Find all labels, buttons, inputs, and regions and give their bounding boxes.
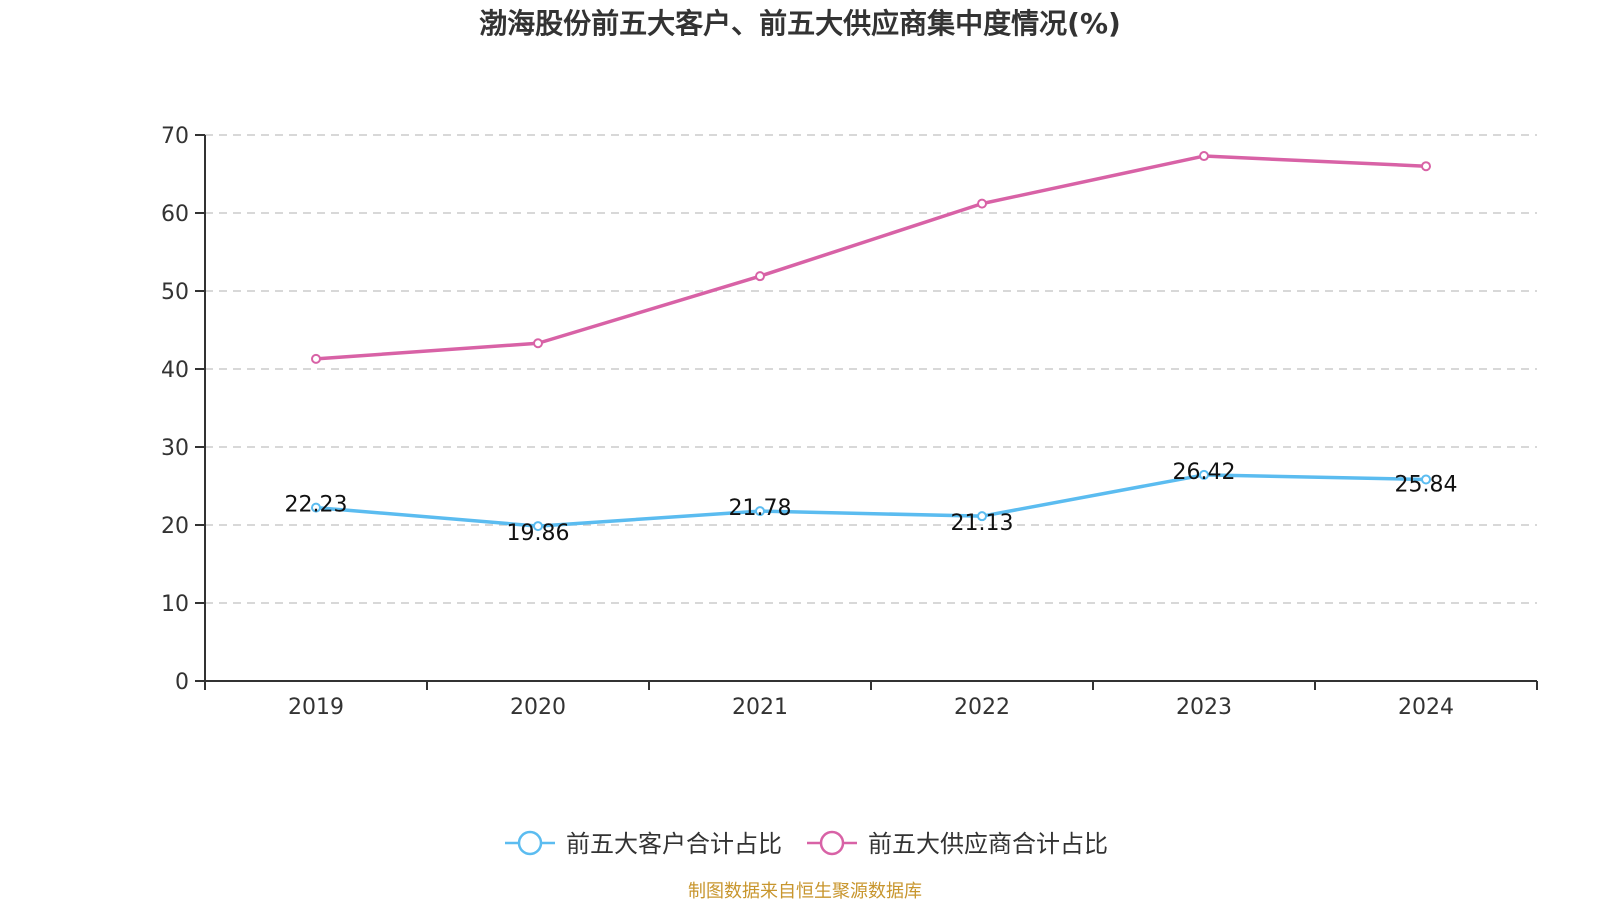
data-point	[977, 511, 987, 522]
y-tick-label: 50	[161, 280, 189, 305]
x-tick-label: 2019	[288, 695, 344, 720]
chart-title: 渤海股份前五大客户、前五大供应商集中度情况(%)	[479, 7, 1121, 40]
data-point	[1199, 151, 1209, 162]
legend-label-suppliers: 前五大供应商合计占比	[868, 830, 1108, 858]
x-tick-label: 2021	[732, 695, 788, 720]
y-tick-label: 60	[161, 202, 189, 227]
data-point	[533, 521, 543, 532]
y-tick-label: 10	[161, 592, 189, 617]
data-point	[755, 271, 765, 282]
y-tick-label: 40	[161, 358, 189, 383]
series-group: 22.23 19.86 21.78 21.13 26.42 25.84	[285, 151, 1458, 546]
data-point	[977, 198, 987, 209]
y-tick-label: 20	[161, 514, 189, 539]
data-label: 19.86	[507, 521, 570, 546]
data-point	[1421, 161, 1431, 172]
data-label: 25.84	[1395, 472, 1458, 497]
y-tick-label: 0	[175, 670, 189, 695]
legend-item-suppliers[interactable]: 前五大供应商合计占比	[807, 830, 1108, 858]
y-tick-label: 30	[161, 436, 189, 461]
data-label: 22.23	[285, 493, 348, 518]
x-tick-label: 2022	[954, 695, 1010, 720]
data-point	[1199, 469, 1209, 480]
series-line-customers	[315, 473, 1427, 528]
x-axis: 2019 2020 2021 2022 2023 2024	[204, 680, 1538, 720]
data-point	[311, 353, 321, 364]
data-label: 26.42	[1173, 460, 1236, 485]
legend[interactable]: 前五大客户合计占比 前五大供应商合计占比	[505, 830, 1108, 858]
series-line-suppliers	[315, 154, 1427, 361]
data-point	[311, 502, 321, 513]
x-tick-label: 2024	[1398, 695, 1454, 720]
data-point	[755, 506, 765, 517]
legend-item-customers[interactable]: 前五大客户合计占比	[505, 830, 782, 858]
gridlines	[205, 134, 1537, 604]
x-tick-label: 2023	[1176, 695, 1232, 720]
y-axis: 0 10 20 30 40 50 60 70	[161, 124, 206, 695]
data-label: 21.78	[729, 496, 792, 521]
x-tick-label: 2020	[510, 695, 566, 720]
source-footer: 制图数据来自恒生聚源数据库	[688, 881, 922, 900]
data-point	[1421, 474, 1431, 485]
legend-circle-icon	[517, 830, 543, 856]
y-tick-label: 70	[161, 124, 189, 149]
data-label: 21.13	[951, 511, 1014, 536]
data-point	[533, 338, 543, 349]
legend-label-customers: 前五大客户合计占比	[566, 830, 782, 858]
legend-circle-icon	[819, 830, 845, 856]
